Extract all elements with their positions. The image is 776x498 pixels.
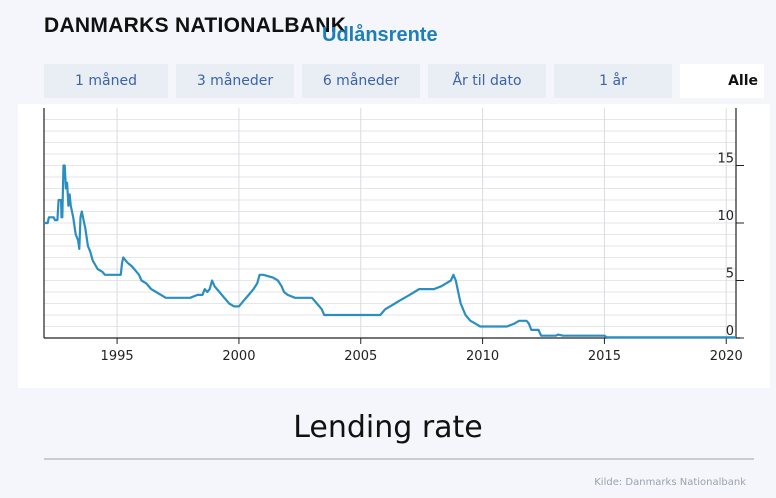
chart-axes: 1995 2000 2005 2010 2015 2020 0 5 10 15	[43, 108, 744, 364]
chart-caption: Lending rate	[293, 410, 483, 445]
period-tabs: 1 måned 3 måneder 6 måneder År til dato …	[44, 64, 764, 100]
y-tick-label: 10	[717, 209, 734, 224]
y-tick-label: 15	[717, 152, 734, 167]
footer-divider	[44, 458, 754, 460]
brand-logo-text: DANMARKS NATIONALBANK	[44, 14, 347, 37]
y-tick-label: 5	[726, 267, 734, 282]
tab-1-month[interactable]: 1 måned	[44, 64, 168, 98]
chart-title: Udlånsrente	[322, 24, 438, 46]
tab-6-months[interactable]: 6 måneder	[302, 64, 420, 98]
tab-year-to-date[interactable]: År til dato	[428, 64, 546, 98]
x-tick-label: 2000	[222, 349, 255, 364]
source-credit: Kilde: Danmarks Nationalbank	[594, 477, 746, 488]
lending-rate-line	[44, 164, 736, 339]
x-tick-label: 2020	[710, 349, 743, 364]
x-tick-label: 2005	[344, 349, 377, 364]
chart-grid	[44, 108, 736, 338]
y-tick-label: 0	[726, 324, 734, 339]
tab-all[interactable]: Alle	[680, 64, 764, 98]
tab-1-year[interactable]: 1 år	[554, 64, 672, 98]
x-tick-label: 2015	[588, 349, 621, 364]
chart-series	[44, 164, 736, 339]
tab-3-months[interactable]: 3 måneder	[176, 64, 294, 98]
x-tick-label: 1995	[101, 349, 134, 364]
x-tick-label: 2010	[466, 349, 499, 364]
